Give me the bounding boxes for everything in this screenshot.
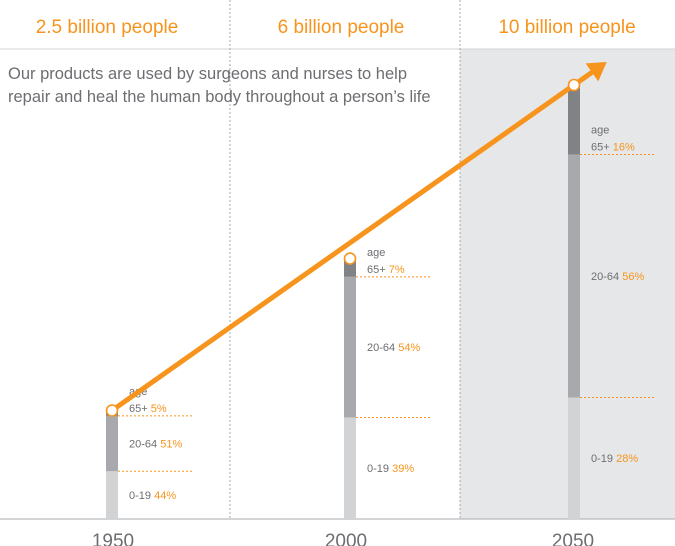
population-growth-trend (105, 61, 607, 417)
trend-arrowhead (585, 61, 607, 82)
bar-segment-20-64-y2050 (568, 154, 580, 398)
segment-label-65+-y2050: 65+ 16% (591, 141, 635, 153)
bar-segment-0-19-y1950 (106, 471, 118, 519)
bar-segment-20-64-y2000 (344, 276, 356, 418)
segment-label-0-19-y2000: 0-19 39% (367, 463, 414, 475)
age-label-y2050: age (591, 124, 609, 136)
intro-text-line-2: repair and heal the human body throughou… (8, 88, 431, 106)
segment-label-0-19-y2050: 0-19 28% (591, 453, 638, 465)
population-label-2000: 6 billion people (278, 17, 405, 38)
segment-value-65+-y2000: 7% (389, 264, 405, 276)
segment-value-20-64-y1950: 51% (160, 439, 182, 451)
intro-text-line-1: Our products are used by surgeons and nu… (8, 65, 407, 83)
trend-point-y2050 (567, 78, 581, 92)
segment-label-65+-y2000: 65+ 7% (367, 264, 405, 276)
population-label-1950: 2.5 billion people (36, 17, 179, 38)
segment-value-0-19-y2050: 28% (616, 453, 638, 465)
year-label-1950: 1950 (92, 531, 134, 546)
trend-point-y2000 (343, 252, 357, 265)
bar-segment-0-19-y2050 (568, 397, 580, 519)
year-label-2050: 2050 (552, 531, 594, 546)
segment-value-65+-y2050: 16% (613, 141, 635, 153)
segment-label-65+-y1950: 65+ 5% (129, 403, 167, 415)
segment-label-0-19-y1950: 0-19 44% (129, 490, 176, 502)
segment-label-20-64-y2050: 20-64 56% (591, 271, 644, 283)
bar-segment-20-64-y1950 (106, 415, 118, 472)
segment-value-0-19-y2000: 39% (392, 463, 414, 475)
bar-segment-0-19-y2000 (344, 417, 356, 519)
bar-segment-65+-y2050 (568, 85, 580, 155)
segment-label-20-64-y1950: 20-64 51% (129, 439, 182, 451)
population-label-2050: 10 billion people (498, 17, 635, 38)
segment-value-65+-y1950: 5% (151, 403, 167, 415)
segment-value-0-19-y1950: 44% (154, 490, 176, 502)
trend-line (109, 69, 595, 413)
segment-label-20-64-y2000: 20-64 54% (367, 342, 420, 354)
age-label-y2000: age (367, 247, 385, 259)
segment-value-20-64-y2000: 54% (398, 342, 420, 354)
segment-value-20-64-y2050: 56% (622, 271, 644, 283)
stacked-bars: 0-19 44% 20-64 51% age 65+ 5% 0-19 39% 20-64 … (106, 85, 656, 519)
year-label-2000: 2000 (325, 531, 367, 546)
future-panel-background (460, 49, 675, 519)
trend-point-y1950 (105, 404, 119, 417)
